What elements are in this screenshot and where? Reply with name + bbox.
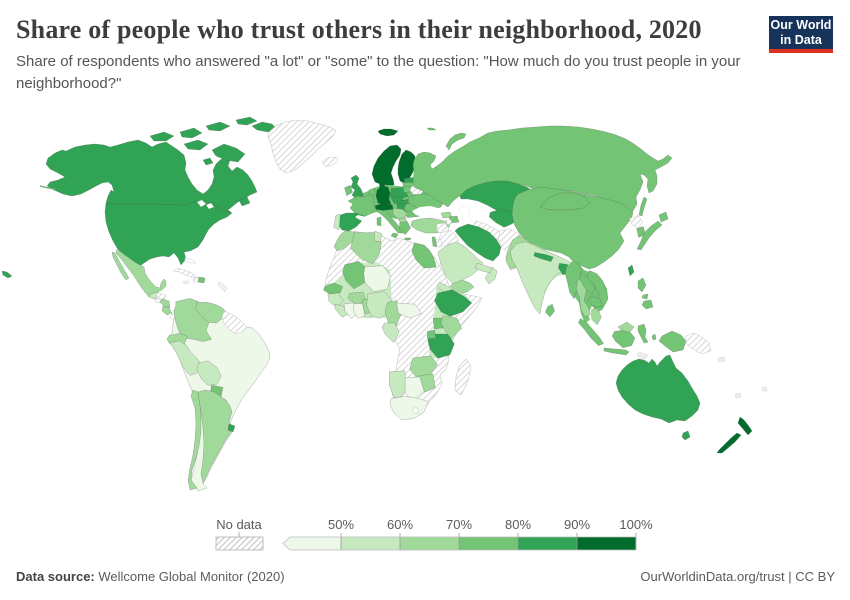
svg-text:100%: 100%	[619, 517, 653, 532]
svg-text:60%: 60%	[387, 517, 413, 532]
svg-text:70%: 70%	[446, 517, 472, 532]
svg-text:No data: No data	[216, 517, 262, 532]
svg-text:80%: 80%	[505, 517, 531, 532]
svg-text:50%: 50%	[328, 517, 354, 532]
svg-text:90%: 90%	[564, 517, 590, 532]
